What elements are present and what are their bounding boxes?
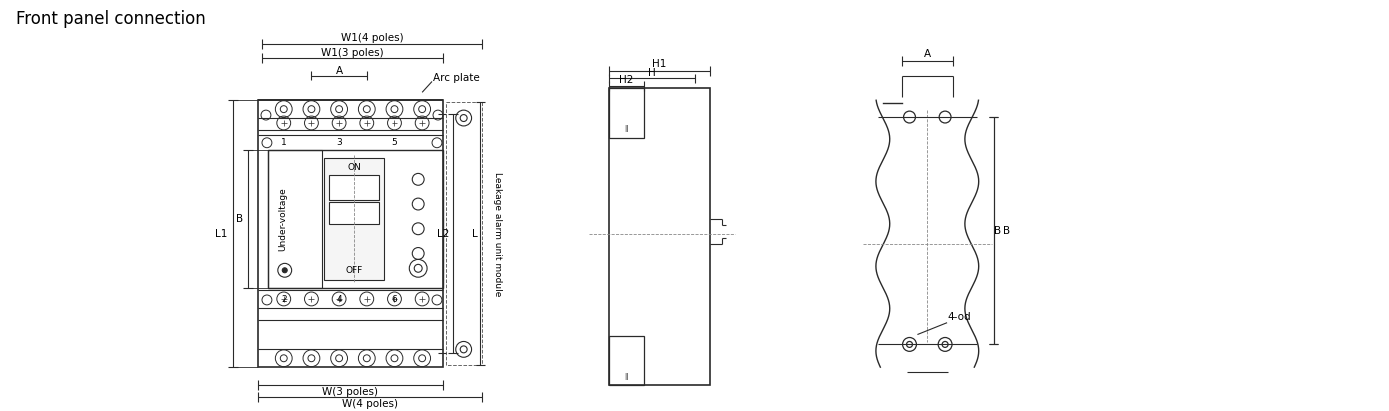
Text: W(3 poles): W(3 poles) [322, 387, 378, 397]
Bar [608, 335, 643, 385]
Bar [329, 202, 379, 224]
Text: II: II [624, 372, 629, 381]
Text: 5: 5 [392, 138, 397, 147]
Text: OFF: OFF [346, 266, 363, 275]
Circle shape [282, 268, 288, 273]
Text: 6: 6 [392, 296, 397, 305]
Text: 2: 2 [281, 296, 286, 305]
Text: H2: H2 [619, 76, 633, 85]
Text: H: H [649, 67, 656, 78]
Text: 1: 1 [281, 138, 286, 147]
Bar [268, 150, 322, 288]
Text: A: A [336, 66, 343, 76]
Text: A: A [924, 49, 931, 59]
Bar [258, 100, 443, 367]
Bar [329, 175, 379, 200]
Text: W(4 poles): W(4 poles) [342, 399, 399, 409]
Bar [608, 88, 710, 385]
Text: L: L [472, 229, 478, 239]
Text: L1: L1 [215, 229, 228, 239]
Text: Front panel connection: Front panel connection [15, 10, 206, 28]
Text: W1(4 poles): W1(4 poles) [340, 33, 404, 43]
Text: B: B [236, 214, 243, 224]
Text: II: II [624, 125, 629, 134]
Text: L2: L2 [438, 229, 450, 239]
Text: W1(3 poles): W1(3 poles) [321, 48, 383, 58]
Text: 3: 3 [336, 138, 342, 147]
Text: Arc plate: Arc plate [433, 74, 479, 83]
Bar [324, 157, 383, 280]
Text: 4-od: 4-od [947, 312, 971, 322]
Text: Under-voltage: Under-voltage [278, 187, 288, 251]
Text: H1: H1 [653, 59, 667, 69]
Text: ON: ON [347, 163, 361, 172]
Text: B: B [1003, 226, 1011, 236]
Text: 4: 4 [336, 296, 342, 305]
Bar [608, 88, 643, 138]
Bar [268, 150, 443, 288]
Text: Leakage alarm unit module: Leakage alarm unit module [493, 171, 501, 296]
Text: B: B [995, 226, 1001, 236]
